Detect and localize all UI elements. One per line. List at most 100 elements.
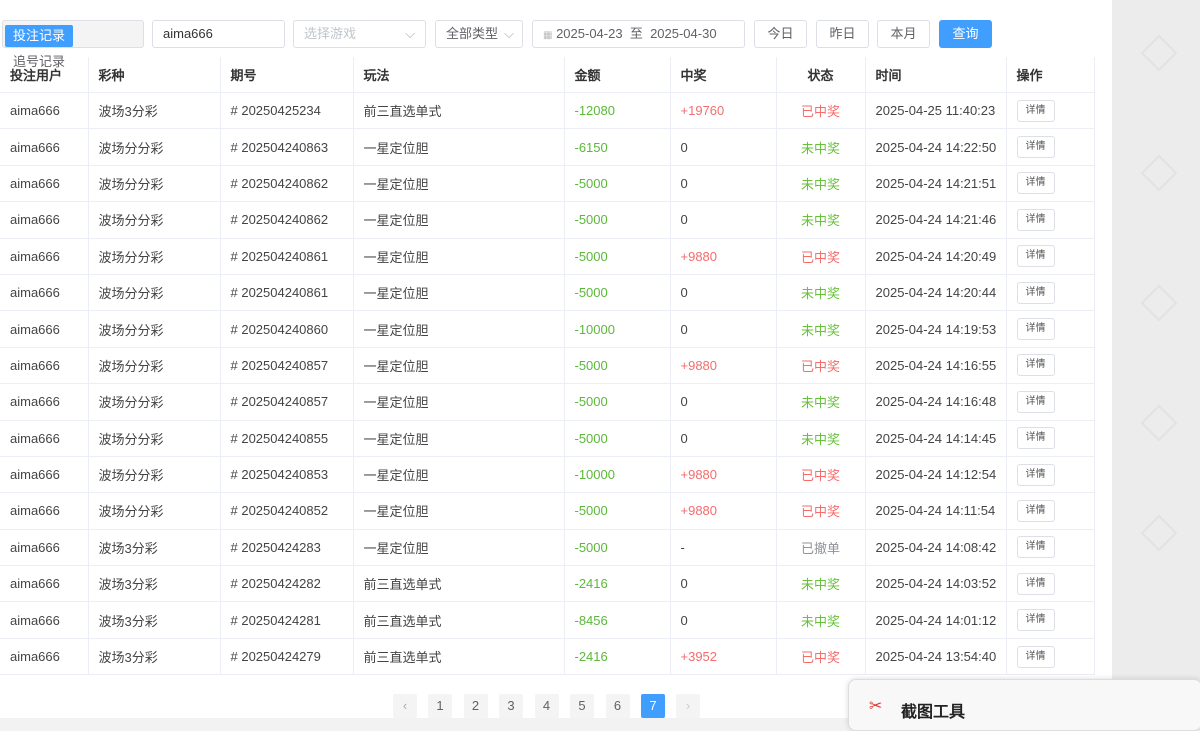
- cell: 一星定位胆: [353, 347, 565, 385]
- cell: 已撤单: [776, 529, 866, 567]
- detail-button[interactable]: 详情: [1016, 427, 1055, 450]
- game-select[interactable]: 选择游戏 ⌵: [293, 20, 426, 48]
- action-cell: 详情: [1006, 165, 1095, 203]
- cell: -6150: [564, 128, 671, 166]
- table-row: aima666 波场分分彩 # 202504240853 一星定位胆 -10000 +98…: [0, 456, 1095, 494]
- page-button[interactable]: 6: [605, 694, 630, 718]
- cell: # 202504240853: [220, 456, 354, 494]
- yesterday-button[interactable]: 昨日: [816, 20, 869, 48]
- cell: 2025-04-24 13:54:40: [865, 638, 1007, 676]
- cell: 前三直选单式: [353, 638, 565, 676]
- cell: +9880: [670, 347, 777, 385]
- detail-button[interactable]: 详情: [1016, 645, 1055, 668]
- cell: 0: [670, 128, 777, 166]
- today-button[interactable]: 今日: [754, 20, 807, 48]
- cell: # 20250424281: [220, 601, 354, 639]
- detail-button[interactable]: 详情: [1016, 499, 1055, 522]
- cell: 波场分分彩: [88, 310, 221, 348]
- detail-button[interactable]: 详情: [1016, 208, 1055, 231]
- cell: 波场3分彩: [88, 638, 221, 676]
- cell: 2025-04-24 14:21:51: [865, 165, 1007, 203]
- cell: 波场3分彩: [88, 601, 221, 639]
- detail-button[interactable]: 详情: [1016, 463, 1055, 486]
- detail-button[interactable]: 详情: [1016, 172, 1055, 195]
- detail-button[interactable]: 详情: [1016, 245, 1055, 268]
- page-button[interactable]: 4: [534, 694, 559, 718]
- action-cell: 详情: [1006, 565, 1095, 603]
- cell: # 202504240855: [220, 420, 354, 457]
- column-header: 投注用户: [0, 57, 89, 93]
- column-header: 彩种: [88, 57, 221, 93]
- snip-title: 截图工具: [901, 704, 966, 721]
- date-range[interactable]: ▦ 2025-04-23 至 2025-04-30: [532, 20, 745, 48]
- placeholder: 选择游戏: [304, 26, 357, 41]
- cell: 波场分分彩: [88, 274, 221, 312]
- cell: 一星定位胆: [353, 456, 565, 494]
- month-button[interactable]: 本月: [877, 20, 930, 48]
- cell: 前三直选单式: [353, 601, 565, 639]
- detail-button[interactable]: 详情: [1016, 536, 1055, 559]
- cell: 已中奖: [776, 638, 866, 676]
- cell: # 20250424283: [220, 529, 354, 567]
- cell: 0: [670, 383, 777, 421]
- detail-button[interactable]: 详情: [1016, 390, 1055, 413]
- cell: aima666: [0, 274, 89, 312]
- cell: aima666: [0, 128, 89, 166]
- cell: # 202504240861: [220, 274, 354, 312]
- cell: -5000: [564, 347, 671, 385]
- table-row: aima666 波场分分彩 # 202504240852 一星定位胆 -5000 +988…: [0, 492, 1095, 530]
- page-button[interactable]: 1: [428, 694, 452, 718]
- query-button[interactable]: 查询: [939, 20, 992, 48]
- cell: aima666: [0, 92, 89, 130]
- tab[interactable]: 投注记录: [5, 25, 74, 47]
- cell: 0: [670, 565, 777, 603]
- cell: aima666: [0, 347, 89, 385]
- cell: 波场分分彩: [88, 420, 221, 457]
- cell: 未中奖: [776, 201, 866, 239]
- cell: 已中奖: [776, 492, 866, 530]
- cell: -8456: [564, 601, 671, 639]
- column-header: 玩法: [353, 57, 565, 93]
- snip-icon: ✂: [869, 698, 883, 715]
- cell: +9880: [670, 492, 777, 530]
- type-select[interactable]: 全部类型 ⌵: [435, 20, 523, 48]
- cell: 一星定位胆: [353, 310, 565, 348]
- cell: # 20250425234: [220, 92, 354, 130]
- action-cell: 详情: [1006, 383, 1095, 421]
- cell: 2025-04-24 14:08:42: [865, 529, 1007, 567]
- cell: -10000: [564, 310, 671, 348]
- prev-page[interactable]: ‹: [393, 694, 417, 718]
- detail-button[interactable]: 详情: [1016, 609, 1055, 632]
- page-button[interactable]: 5: [570, 694, 594, 718]
- user-input[interactable]: aima666: [152, 20, 285, 48]
- detail-button[interactable]: 详情: [1016, 318, 1055, 341]
- cell: 0: [670, 420, 777, 457]
- detail-button[interactable]: 详情: [1016, 281, 1055, 304]
- cell: 波场分分彩: [88, 492, 221, 530]
- snip-tool-panel[interactable]: ✂ 截图工具: [848, 679, 1200, 731]
- cell: 已中奖: [776, 456, 866, 494]
- cell: # 20250424282: [220, 565, 354, 603]
- detail-button[interactable]: 详情: [1016, 354, 1055, 377]
- column-header: 时间: [865, 57, 1007, 93]
- page-button[interactable]: 3: [499, 694, 523, 718]
- cell: 一星定位胆: [353, 383, 565, 421]
- next-page[interactable]: ›: [676, 694, 700, 718]
- tabs: 投注记录追号记录: [2, 20, 144, 69]
- detail-button[interactable]: 详情: [1016, 136, 1055, 159]
- detail-button[interactable]: 详情: [1016, 572, 1055, 595]
- detail-button[interactable]: 详情: [1016, 99, 1055, 122]
- table-row: aima666 波场分分彩 # 202504240857 一星定位胆 -5000 0 未中奖…: [0, 383, 1095, 421]
- cell: 未中奖: [776, 274, 866, 312]
- table-row: aima666 波场3分彩 # 20250424281 前三直选单式 -8456 0 未中奖…: [0, 601, 1095, 639]
- cell: 波场3分彩: [88, 529, 221, 567]
- action-cell: 详情: [1006, 601, 1095, 639]
- cell: 波场分分彩: [88, 456, 221, 494]
- table-row: aima666 波场分分彩 # 202504240860 一星定位胆 -10000 0 未中…: [0, 310, 1095, 348]
- page-button[interactable]: 2: [463, 694, 488, 718]
- cell: 未中奖: [776, 601, 866, 639]
- page-button[interactable]: 7: [641, 694, 665, 718]
- cell: -5000: [564, 492, 671, 530]
- cell: aima666: [0, 601, 89, 639]
- cell: -2416: [564, 638, 671, 676]
